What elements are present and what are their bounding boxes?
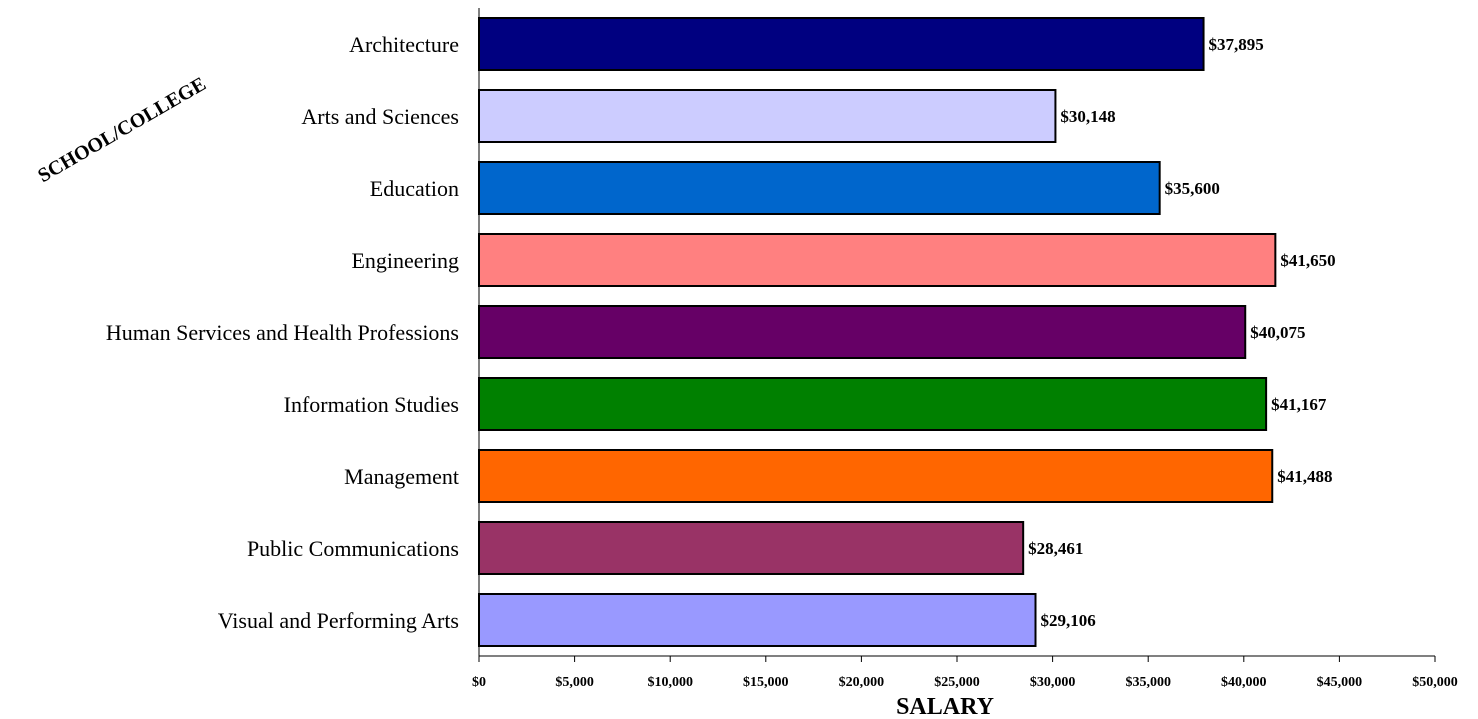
x-tick-label: $30,000 [1030,675,1076,690]
data-label: $35,600 [1165,179,1220,198]
data-label: $41,488 [1277,467,1332,486]
x-tick-label: $15,000 [743,675,789,690]
data-label: $41,167 [1271,395,1327,414]
bar [478,233,1277,287]
bar [478,305,1247,359]
x-tick-label: $0 [472,675,486,690]
bars-group [478,17,1277,647]
bar [478,449,1274,503]
data-label: $29,106 [1041,611,1096,630]
category-labels-group: Architecture Arts and Sciences Education En… [106,32,459,633]
category-label: Engineering [351,248,459,273]
value-labels-group: $37,895 $30,148 $35,600 $41,650 $40,075 $41,1… [1028,35,1335,630]
category-label: Arts and Sciences [301,104,459,129]
category-label: Public Communications [247,536,459,561]
bar [478,17,1205,71]
bar [478,593,1037,647]
data-label: $28,461 [1028,539,1083,558]
bar [478,521,1025,575]
data-label: $37,895 [1209,35,1264,54]
bar [478,161,1161,215]
y-axis-title: SCHOOL/COLLEGE [34,73,210,187]
category-label: Education [370,176,459,201]
category-label: Human Services and Health Professions [106,320,459,345]
category-label: Management [344,464,459,489]
category-label: Visual and Performing Arts [218,608,459,633]
category-label: Architecture [349,32,459,57]
data-label: $30,148 [1060,107,1115,126]
x-tick-label: $20,000 [839,675,885,690]
x-tick-label: $10,000 [647,675,693,690]
x-tick-label: $5,000 [555,675,594,690]
data-label: $40,075 [1250,323,1305,342]
x-axis-title: SALARY [896,694,994,719]
data-label: $41,650 [1280,251,1335,270]
x-tick-label: $45,000 [1317,675,1363,690]
x-tick-label: $50,000 [1412,675,1458,690]
x-tick-label: $35,000 [1125,675,1171,690]
x-tick-label: $25,000 [934,675,980,690]
bar [478,89,1057,143]
bar [478,377,1268,431]
category-label: Information Studies [284,392,459,417]
x-tick-label: $40,000 [1221,675,1267,690]
x-ticks-group: $0 $5,000 $10,000 $15,000 $20,000 $25,000 $30,… [472,656,1458,690]
